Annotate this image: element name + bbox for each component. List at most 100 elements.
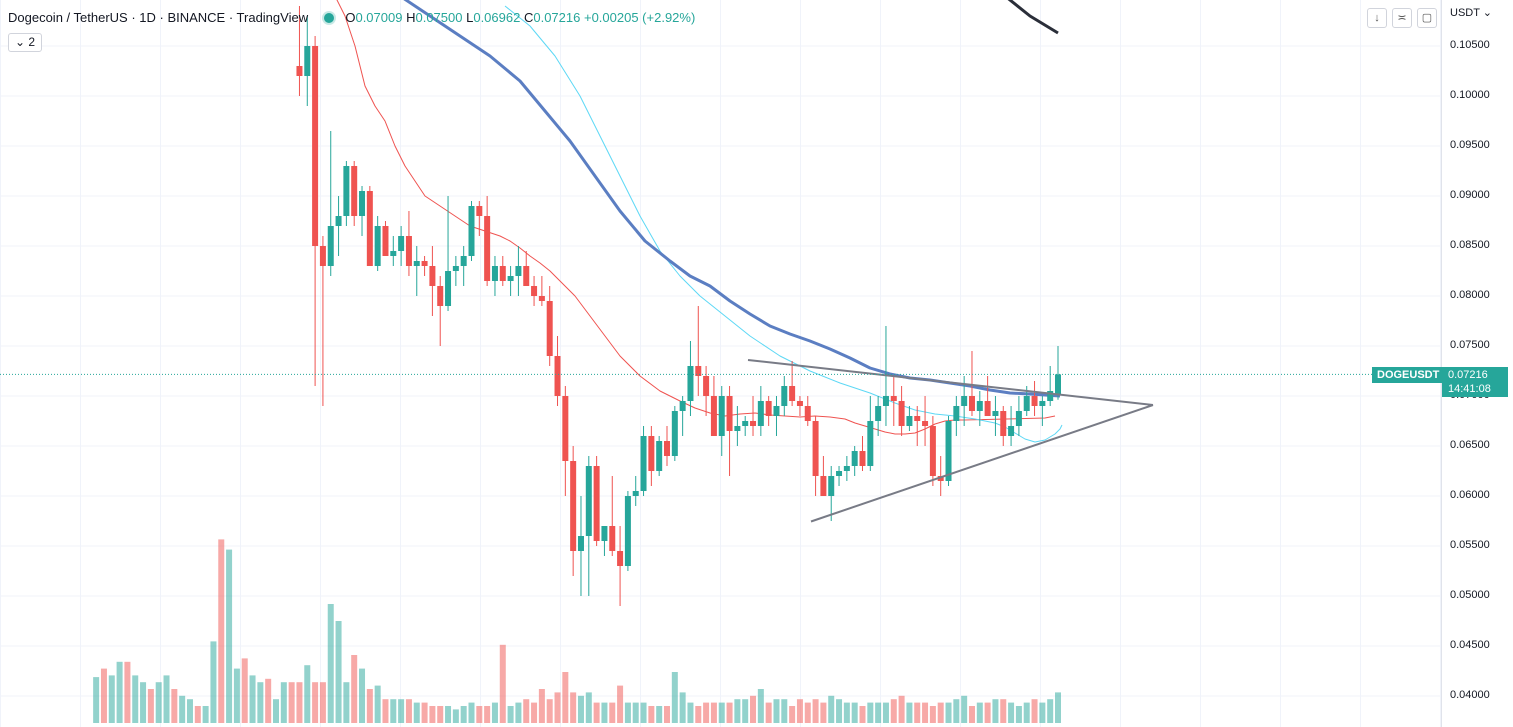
candle-body	[476, 206, 483, 216]
arrow-down-icon[interactable]: ↓	[1367, 8, 1387, 28]
y-tick-label: 0.06500	[1450, 439, 1490, 451]
volume-bar	[968, 706, 975, 723]
volume-bar	[750, 695, 757, 723]
candle-body	[491, 266, 498, 281]
candle-body	[304, 46, 311, 76]
volume-bar	[1000, 699, 1007, 723]
candle-body	[718, 396, 725, 436]
volume-bar	[726, 702, 733, 723]
ma-fast-line	[336, 0, 1056, 435]
volume-bar	[577, 695, 584, 723]
currency-selector[interactable]: USDT ⌄	[1450, 6, 1492, 19]
trendlines	[747, 359, 1154, 523]
market-status-icon	[323, 13, 334, 23]
candle-body	[765, 401, 772, 416]
volume-bar	[233, 668, 240, 723]
volume-bar	[116, 661, 123, 723]
volume-bar	[843, 702, 850, 723]
candle-body	[922, 421, 929, 426]
volume-bar	[171, 689, 178, 723]
close-label: C	[523, 10, 534, 25]
candle-body	[546, 301, 553, 356]
candle-body	[640, 436, 647, 491]
volume-bar	[703, 702, 710, 723]
volume-bar	[742, 699, 749, 723]
candle-body	[468, 206, 475, 256]
candle-body	[929, 426, 936, 476]
candle-body	[898, 401, 905, 426]
last-price-tag: 0.07216 14:41:08	[1442, 367, 1508, 397]
low-value: 0.06962	[473, 10, 521, 25]
volume-bar	[1039, 702, 1046, 723]
candle-body	[382, 226, 389, 256]
high-value: 0.07500	[415, 10, 463, 25]
volume-bar	[765, 702, 772, 723]
candle-body	[374, 226, 381, 266]
candle-body	[359, 191, 366, 216]
candle-body	[601, 526, 608, 541]
currency-label: USDT	[1450, 7, 1480, 19]
candle-body	[984, 401, 991, 416]
candle-body	[992, 411, 999, 416]
volume-bar	[890, 699, 897, 723]
volume-bar	[202, 706, 209, 723]
candle-body	[1031, 396, 1038, 406]
candle-body	[538, 296, 545, 301]
candle-body	[867, 421, 874, 466]
candle-body	[296, 66, 303, 76]
indicators-toggle-button[interactable]: ⌄ 2	[8, 33, 43, 52]
candle-body	[726, 396, 733, 431]
candle-body	[437, 286, 444, 306]
y-tick-label: 0.04000	[1450, 689, 1490, 701]
candle-body	[710, 396, 717, 436]
y-tick-label: 0.10000	[1450, 89, 1490, 101]
close-value: 0.07216	[533, 10, 581, 25]
volume-bar	[562, 672, 569, 723]
volume-bar	[319, 682, 326, 723]
candle-body	[750, 421, 757, 426]
candle-body	[679, 401, 686, 411]
volume-bar	[382, 699, 389, 723]
volume-bar	[773, 699, 780, 723]
volume-bar	[155, 682, 162, 723]
volume-bar	[265, 678, 272, 723]
symbol-title[interactable]: Dogecoin / TetherUS · 1D · BINANCE · Tra…	[8, 10, 309, 25]
candle-body	[351, 166, 358, 216]
volume-bar	[937, 702, 944, 723]
volume-bar	[914, 702, 921, 723]
candle-body	[961, 396, 968, 406]
candle-body	[851, 451, 858, 466]
volume-bar	[296, 682, 303, 723]
candle-body	[687, 366, 694, 401]
volume-bar	[828, 695, 835, 723]
restore-icon[interactable]: ▢	[1417, 8, 1437, 28]
volume-bar	[194, 706, 201, 723]
volume-bar	[366, 689, 373, 723]
chart-legend: Dogecoin / TetherUS · 1D · BINANCE · Tra…	[8, 10, 695, 25]
candle-body	[828, 476, 835, 496]
candle-body	[554, 356, 561, 396]
candle-body	[593, 466, 600, 541]
chevron-down-icon: ⌄	[1479, 7, 1493, 19]
candle-body	[1047, 391, 1054, 401]
volume-bar	[226, 549, 233, 723]
candle-body	[405, 236, 412, 266]
volume-bar	[335, 621, 342, 723]
volume-bars	[93, 539, 1061, 723]
volume-bar	[976, 702, 983, 723]
open-value: 0.07009	[355, 10, 403, 25]
volume-bar	[593, 702, 600, 723]
collapse-icon[interactable]: ≍	[1392, 8, 1412, 28]
volume-bar	[734, 699, 741, 723]
trendline-upper	[747, 359, 1154, 406]
volume-bar	[906, 702, 913, 723]
volume-bar	[429, 706, 436, 723]
candle-body	[789, 386, 796, 401]
volume-bar	[1008, 702, 1015, 723]
volume-bar	[757, 689, 764, 723]
candle-body	[656, 441, 663, 471]
volume-bar	[468, 702, 475, 723]
candle-body	[836, 471, 843, 476]
volume-bar	[499, 644, 506, 723]
